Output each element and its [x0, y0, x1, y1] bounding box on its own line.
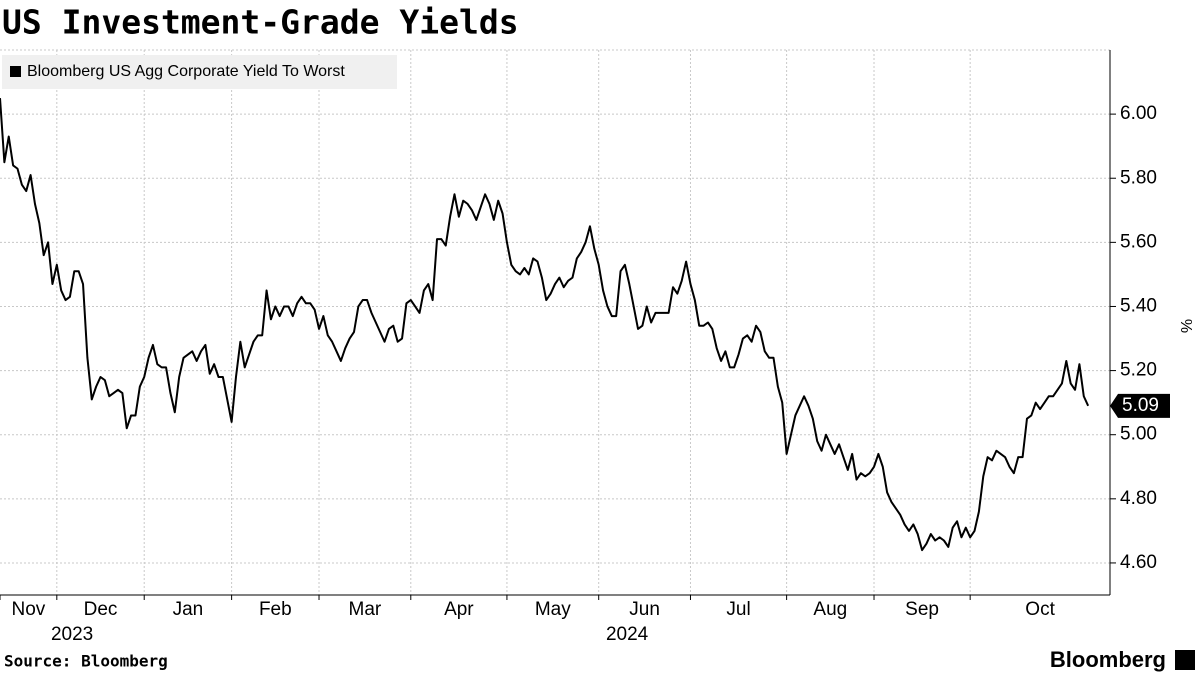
x-tick-label: Aug — [813, 599, 847, 620]
x-tick-label: Feb — [259, 599, 292, 620]
last-value-label: 5.09 — [1122, 395, 1159, 416]
y-unit: % — [1177, 319, 1194, 333]
x-tick-label: Oct — [1025, 599, 1055, 620]
legend-box — [2, 55, 397, 89]
x-tick-label: Jan — [173, 599, 204, 620]
x-tick-label: Sep — [905, 599, 939, 620]
series-line — [0, 98, 1090, 552]
legend-label: Bloomberg US Agg Corporate Yield To Wors… — [27, 63, 345, 80]
x-tick-label: Mar — [349, 599, 382, 620]
brand: Bloomberg — [1050, 647, 1166, 672]
y-tick-label: 6.00 — [1120, 103, 1157, 124]
y-tick-label: 4.80 — [1120, 488, 1157, 509]
brand-icon — [1175, 650, 1195, 670]
last-value-badge — [1110, 393, 1170, 418]
year-label: 2024 — [606, 624, 649, 645]
y-tick-label: 5.40 — [1120, 295, 1157, 316]
x-tick-label: May — [535, 599, 571, 620]
year-label: 2023 — [51, 624, 93, 645]
x-tick-label: Dec — [84, 599, 118, 620]
source: Source: Bloomberg — [4, 652, 168, 671]
legend-swatch — [10, 66, 21, 77]
y-tick-label: 5.80 — [1120, 167, 1157, 188]
x-tick-label: Jul — [726, 599, 750, 620]
y-tick-label: 4.60 — [1120, 552, 1157, 573]
chart-title: US Investment-Grade Yields — [2, 3, 519, 42]
y-tick-label: 5.60 — [1120, 231, 1157, 252]
x-tick-label: Nov — [12, 599, 46, 620]
y-tick-label: 5.20 — [1120, 360, 1157, 381]
x-tick-label: Jun — [629, 599, 660, 620]
y-tick-label: 5.00 — [1120, 424, 1157, 445]
x-tick-label: Apr — [444, 599, 474, 620]
